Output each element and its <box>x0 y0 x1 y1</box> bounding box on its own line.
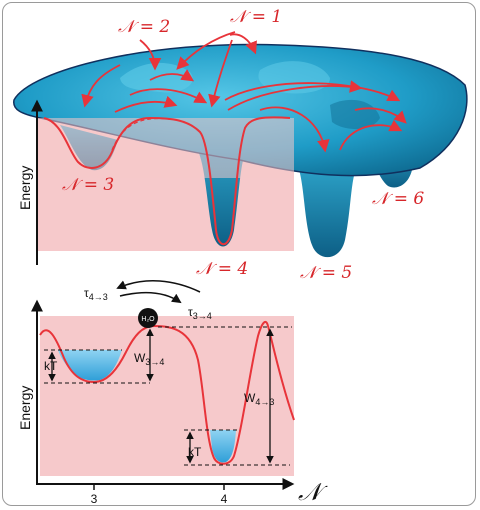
transition-arrows <box>81 31 407 153</box>
top-panel: Energy 𝒩 = 2 𝒩 = 1 𝒩 = 3 𝒩 = 4 𝒩 = 5 𝒩 =… <box>13 7 468 283</box>
bottom-panel: kT kT W3→4 W4→3 H₂O τ4→3 τ3→4 Energy 3 4… <box>17 279 328 506</box>
kT-right-label: kT <box>188 445 202 459</box>
arrow-to-n5 <box>259 106 330 153</box>
W34-subscript: 3→4 <box>145 357 164 367</box>
W43-subscript: 4→3 <box>255 397 274 407</box>
tau-34-symbol: τ <box>188 305 193 319</box>
surface-dip <box>330 99 380 130</box>
arrow-center-right <box>227 80 363 111</box>
arrow-left-inner <box>114 95 178 113</box>
top-shaded-overlay <box>38 118 294 178</box>
label-n2: 𝒩 = 2 <box>118 17 170 37</box>
tau-43-label: τ4→3 <box>84 286 108 302</box>
tau-34-label: τ3→4 <box>188 305 212 321</box>
rate-arc-lower <box>119 291 182 304</box>
well-5 <box>295 160 360 258</box>
kT-left-label: kT <box>44 359 58 373</box>
tau-34-subscript: 3→4 <box>193 311 212 321</box>
tau-43-subscript: 4→3 <box>89 292 108 302</box>
arrow-n1-down <box>208 39 233 108</box>
rate-arc-upper <box>116 279 201 293</box>
arrow-n2-to-n3 <box>81 64 121 108</box>
tau-43-symbol: τ <box>84 286 89 300</box>
bottom-energy-label: Energy <box>17 386 33 430</box>
bottom-shaded-region <box>40 316 294 476</box>
x-tick-label-3: 3 <box>91 492 98 506</box>
top-energy-label: Energy <box>17 166 33 210</box>
label-n5: 𝒩 = 5 <box>300 263 352 283</box>
water-molecule-label: H₂O <box>141 316 155 323</box>
arrow-n2-down <box>139 39 162 71</box>
water-pool-4 <box>210 430 236 463</box>
arrow-n1-loop <box>229 33 257 55</box>
arrow-to-n6-upper <box>224 82 401 102</box>
W34-label: W3→4 <box>134 351 164 367</box>
arrow-n5-n6 <box>339 119 403 151</box>
figure-border <box>2 2 476 506</box>
water-molecule <box>138 308 158 328</box>
label-n3: 𝒩 = 3 <box>62 175 114 195</box>
W43-symbol: W <box>244 391 256 405</box>
x-tick-label-4: 4 <box>221 492 228 506</box>
x-axis-symbol: 𝒩 <box>298 478 328 506</box>
label-n6: 𝒩 = 6 <box>372 189 424 209</box>
arrow-center-left <box>129 88 208 104</box>
top-dashed-curve <box>111 117 177 151</box>
arrow-n1-left <box>176 31 236 70</box>
W34-symbol: W <box>134 351 146 365</box>
measure-arrows <box>48 328 274 464</box>
W43-label: W4→3 <box>244 391 274 407</box>
label-n4: 𝒩 = 4 <box>196 259 248 279</box>
label-n1: 𝒩 = 1 <box>230 7 282 27</box>
arrow-n2-right <box>149 69 195 82</box>
reference-lines <box>44 326 292 466</box>
energy-profile-curve <box>39 320 295 465</box>
top-cross-section-curve <box>43 116 291 246</box>
arrow-to-n6 <box>354 107 407 124</box>
